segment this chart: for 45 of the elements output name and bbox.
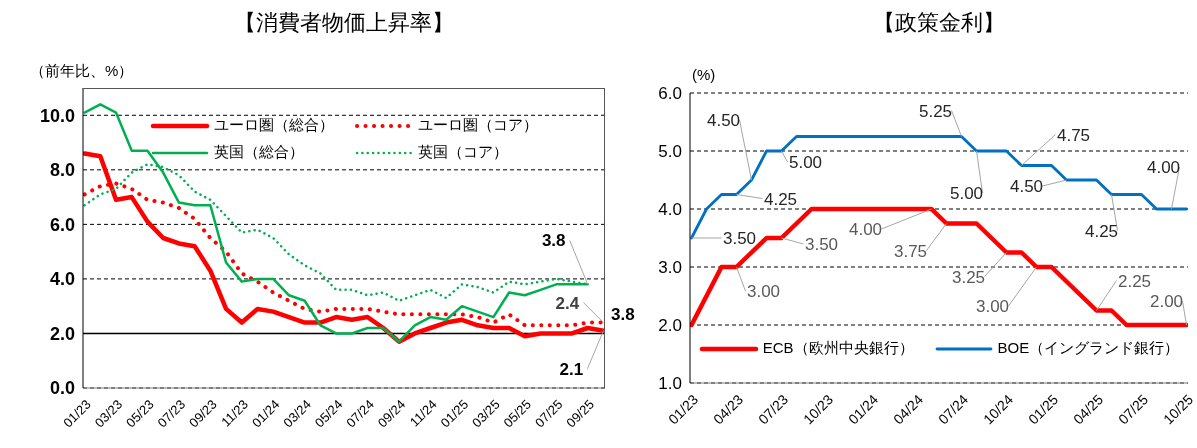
y-tick-label: 4.0 <box>49 269 75 290</box>
legend-label: 英国（コア） <box>418 143 508 162</box>
y-tick-label: 8.0 <box>49 160 75 181</box>
data-label: 3.25 <box>951 267 986 287</box>
y-tick-label: 0.0 <box>49 378 75 399</box>
legend-label: ECB（欧州中央銀行） <box>762 339 914 358</box>
data-label: 3.8 <box>541 231 566 251</box>
legend-label: ユーロ圏（総合） <box>214 116 334 135</box>
y-tick-label: 3.0 <box>658 258 682 278</box>
data-label: 2.00 <box>1149 292 1184 311</box>
y-tick-label: 6.0 <box>49 214 75 235</box>
data-label: 4.25 <box>1084 221 1119 241</box>
legend-label: BOE（イングランド銀行） <box>997 339 1180 358</box>
data-label: 5.00 <box>788 153 823 172</box>
y-axis-title: (%) <box>692 66 716 83</box>
data-label: 3.50 <box>722 229 757 248</box>
y-tick-label: 5.0 <box>658 142 682 162</box>
data-label: 5.25 <box>918 101 953 121</box>
text: 3.8 <box>611 305 635 325</box>
legend-label: 英国（総合） <box>214 143 304 162</box>
chart-title: 【政策金利】 <box>872 9 1006 37</box>
y-tick-label: 6.0 <box>658 84 682 104</box>
data-label: 4.50 <box>706 111 741 130</box>
line-series <box>690 206 1188 328</box>
data-label: 2.4 <box>555 293 580 313</box>
y-tick-label: 2.0 <box>658 316 682 336</box>
data-label: 4.25 <box>763 189 798 209</box>
y-tick-label: 1.0 <box>658 374 682 394</box>
data-label: 3.75 <box>893 241 928 261</box>
data-label: 3.50 <box>804 235 839 254</box>
data-label: 4.75 <box>1056 125 1091 145</box>
data-label: 5.00 <box>949 184 984 203</box>
data-label: 4.00 <box>848 220 883 239</box>
chart-title: 【消費者物価上昇率】 <box>233 9 455 37</box>
y-tick-label: 2.0 <box>49 323 75 344</box>
data-label: 4.00 <box>1146 158 1181 177</box>
data-label: 3.00 <box>746 282 781 301</box>
data-label: 2.25 <box>1117 271 1152 291</box>
y-tick-label: 10.0 <box>39 105 75 126</box>
data-label: 4.50 <box>1009 177 1044 196</box>
y-tick-label: 4.0 <box>658 200 682 220</box>
data-label: 2.1 <box>559 359 584 379</box>
data-label: 3.00 <box>975 297 1010 316</box>
y-axis-title: （前年比、%） <box>30 62 134 81</box>
legend-label: ユーロ圏（コア） <box>418 116 538 135</box>
